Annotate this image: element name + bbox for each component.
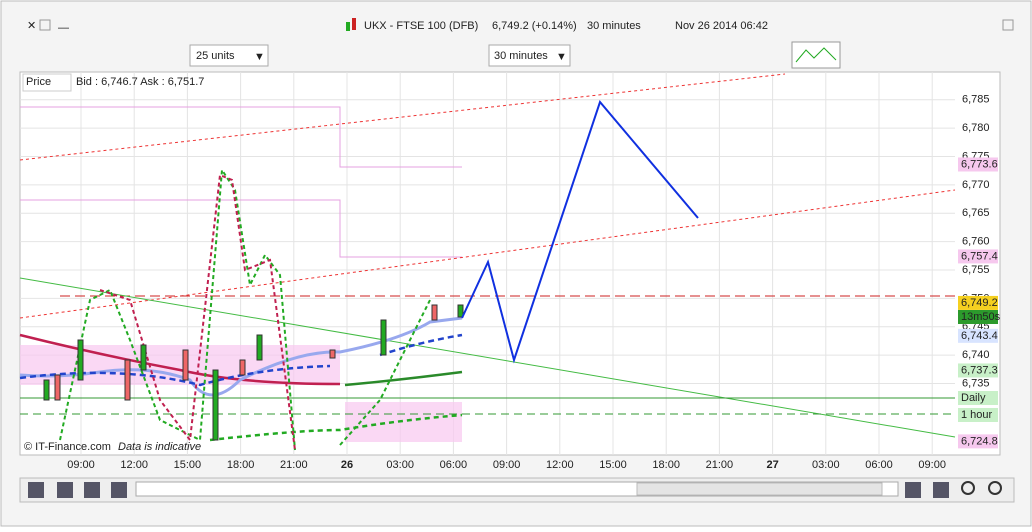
y-tick-label: 6,780 [962, 122, 990, 134]
tool[interactable] [28, 482, 44, 498]
x-tick-label: 06:00 [865, 459, 893, 471]
indicator [59, 166, 431, 451]
y-tick-label: 6,760 [962, 236, 990, 248]
title-icon [346, 18, 356, 31]
x-tick-label: 27 [766, 459, 778, 471]
indicator [99, 173, 296, 451]
units-dropdown[interactable] [189, 44, 269, 67]
chart-area [19, 71, 1001, 456]
dropdown-arrow: ▼ [254, 51, 265, 63]
forecast-arrows [461, 99, 699, 364]
zoom-out[interactable] [961, 481, 975, 495]
disclaimer: Data is indicative [118, 441, 201, 453]
x-tick-label: 03:00 [386, 459, 414, 471]
price-tag [958, 157, 998, 172]
price-tags: 6,773.6 6,757.4 6,749.2 6,743.4 6,737.3 6,724… [958, 157, 998, 449]
trend-line [19, 189, 956, 319]
moving-average [344, 370, 463, 387]
tool[interactable] [84, 482, 100, 498]
trend-line [19, 277, 956, 438]
y-tick-label: 6,735 [962, 377, 990, 389]
price-tag-label: 6,737.3 [961, 364, 998, 376]
x-tick-label: 12:00 [546, 459, 574, 471]
moving-average [19, 333, 463, 387]
price-tag [958, 249, 998, 264]
y-tick-label: 6,765 [962, 207, 990, 219]
tool[interactable] [905, 482, 921, 498]
moving-average [19, 333, 341, 386]
title: UKX - FTSE 100 (DFB) [364, 20, 478, 32]
countdown: 13m50s [961, 311, 1001, 323]
zoom-in[interactable] [988, 481, 1002, 495]
x-tick-label: 09:00 [493, 459, 521, 471]
tool[interactable] [111, 482, 127, 498]
maximize-button[interactable] [39, 19, 51, 31]
tool[interactable] [57, 482, 73, 498]
price-tag [958, 434, 998, 449]
y-tick-label: 6,770 [962, 179, 990, 191]
price-tag [958, 295, 998, 310]
indicator [209, 413, 463, 442]
x-tick-label: 21:00 [706, 459, 734, 471]
x-tick-label: 26 [341, 459, 353, 471]
copyright: © IT-Finance.com [24, 441, 111, 453]
units-label: 25 units [196, 50, 235, 62]
interval-dropdown[interactable] [488, 44, 571, 67]
countdown-tag [958, 310, 998, 324]
x-tick-label: 12:00 [120, 459, 148, 471]
price-tag-label: 6,724.8 [961, 435, 998, 447]
hourly-tag [958, 408, 998, 422]
interval-label: 30 minutes [494, 50, 548, 62]
tool-icons [28, 481, 1002, 498]
interval: 30 minutes [587, 20, 641, 32]
date: Nov 26 2014 06:42 [675, 20, 768, 32]
minimize-button[interactable]: — [58, 22, 69, 34]
trend-line [19, 73, 786, 161]
x-tick-label: 15:00 [599, 459, 627, 471]
price-label: Price [26, 76, 51, 88]
price-tag-label: 6,749.2 [961, 297, 998, 309]
close-button[interactable]: ✕ [27, 20, 36, 32]
price-tag-label: 6,757.4 [961, 250, 998, 262]
x-tick-label: 06:00 [440, 459, 468, 471]
x-tick-label: 09:00 [918, 459, 946, 471]
indicator-icon [795, 47, 837, 63]
restore-button[interactable] [1002, 19, 1014, 31]
daily: Daily [961, 392, 986, 404]
y-tick-label: 6,740 [962, 349, 990, 361]
y-tick-label: 6,785 [962, 94, 990, 106]
zoom-fit[interactable] [933, 482, 949, 498]
daily-tag [958, 391, 998, 405]
x-tick-label: 09:00 [67, 459, 95, 471]
price-tag-label: 6,743.4 [961, 330, 998, 342]
x-tick-label: 18:00 [652, 459, 680, 471]
quote: Bid : 6,746.7 Ask : 6,751.7 [76, 76, 204, 88]
band [20, 106, 462, 258]
price: 6,749.2 (+0.14%) [492, 20, 577, 32]
x-tick-label: 18:00 [227, 459, 255, 471]
indicator-button[interactable] [791, 41, 841, 69]
price-tag [958, 363, 998, 378]
hourly: 1 hour [961, 409, 993, 421]
price-tag [958, 328, 998, 343]
drawings [19, 73, 956, 451]
dropdown-arrow: ▼ [556, 51, 567, 63]
scroll-thumb[interactable] [636, 482, 883, 496]
x-tick-label: 21:00 [280, 459, 308, 471]
price-tag-label: 6,773.6 [961, 158, 998, 170]
x-tick-label: 15:00 [174, 459, 202, 471]
y-tick-label: 6,755 [962, 264, 990, 276]
zone [345, 402, 462, 442]
zone [20, 345, 340, 385]
price-button[interactable] [22, 73, 72, 92]
x-tick-label: 03:00 [812, 459, 840, 471]
